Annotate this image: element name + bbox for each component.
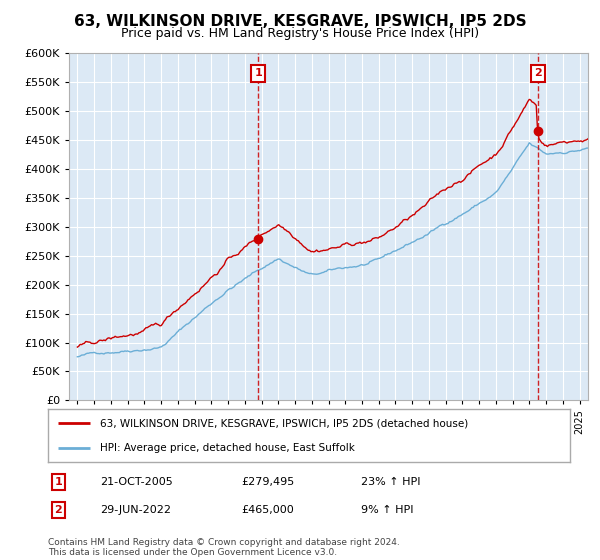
Text: £279,495: £279,495 [241,477,295,487]
Text: 1: 1 [55,477,62,487]
Text: Price paid vs. HM Land Registry's House Price Index (HPI): Price paid vs. HM Land Registry's House … [121,27,479,40]
Text: Contains HM Land Registry data © Crown copyright and database right 2024.
This d: Contains HM Land Registry data © Crown c… [48,538,400,557]
Text: 2: 2 [55,505,62,515]
Text: 2: 2 [534,68,542,78]
Text: 63, WILKINSON DRIVE, KESGRAVE, IPSWICH, IP5 2DS: 63, WILKINSON DRIVE, KESGRAVE, IPSWICH, … [74,14,526,29]
Text: 21-OCT-2005: 21-OCT-2005 [100,477,173,487]
Text: £465,000: £465,000 [241,505,294,515]
Text: 1: 1 [254,68,262,78]
Text: 9% ↑ HPI: 9% ↑ HPI [361,505,414,515]
Text: 29-JUN-2022: 29-JUN-2022 [100,505,171,515]
Text: 23% ↑ HPI: 23% ↑ HPI [361,477,421,487]
Text: 63, WILKINSON DRIVE, KESGRAVE, IPSWICH, IP5 2DS (detached house): 63, WILKINSON DRIVE, KESGRAVE, IPSWICH, … [100,418,469,428]
Text: HPI: Average price, detached house, East Suffolk: HPI: Average price, detached house, East… [100,442,355,452]
